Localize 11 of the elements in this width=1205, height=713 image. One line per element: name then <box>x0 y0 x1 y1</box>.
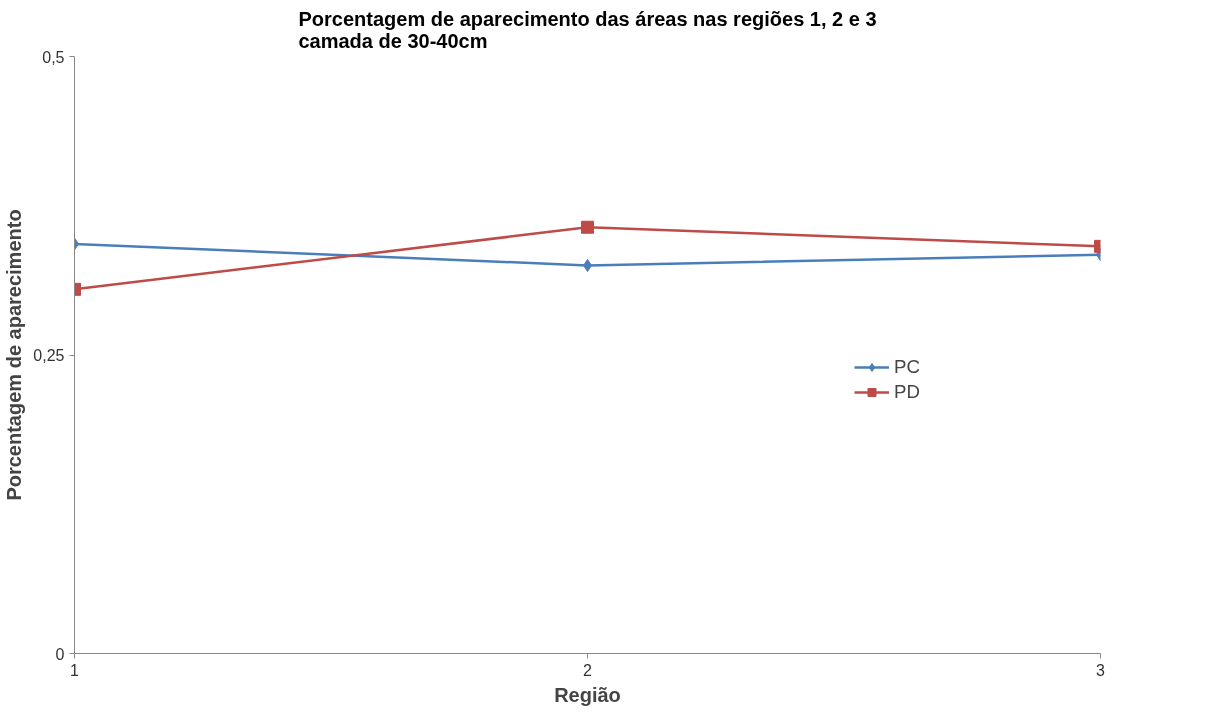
legend-label: PD <box>894 381 920 403</box>
y-tick-label: 0 <box>55 645 65 663</box>
y-tick-label: 0,5 <box>42 48 65 66</box>
x-axis-title: Região <box>554 683 621 706</box>
y-tick-label: 0,25 <box>33 347 65 364</box>
chart-title: Porcentagem de aparecimento das áreas nas regiões 1, 2 e 3 camada de 30-40cm <box>298 7 877 52</box>
x-tick-label: 2 <box>583 661 593 679</box>
y-axis-title: Porcentagem de aparecimento <box>3 209 26 501</box>
x-tick-label: 3 <box>1096 661 1106 679</box>
legend-label: PC <box>894 356 920 378</box>
x-tick-label: 1 <box>70 661 80 679</box>
